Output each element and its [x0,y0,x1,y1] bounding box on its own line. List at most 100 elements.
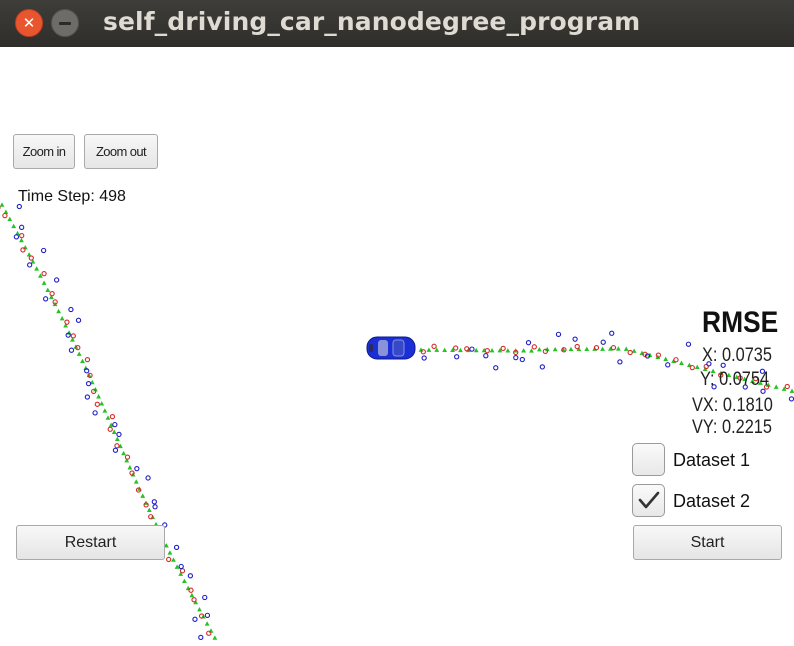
ground-truth-marker [76,351,82,356]
lidar-marker [143,502,149,508]
radar-marker [204,612,211,619]
ground-truth-marker [3,209,9,214]
ground-truth-marker [418,347,424,352]
close-button[interactable]: ✕ [15,9,43,37]
ground-truth-marker [26,252,32,257]
ground-truth-marker [458,347,463,353]
ground-truth-marker [0,202,5,207]
ground-truth-markers [0,202,794,640]
ground-truth-marker [80,358,85,363]
radar-marker [13,234,20,240]
lidar-marker [753,375,759,382]
ground-truth-marker [59,315,65,321]
radar-marker [84,368,90,374]
rmse-y: Y: 0.0754 [700,369,770,390]
radar-marker [84,394,91,400]
ground-truth-marker [127,465,133,470]
ground-truth-marker [99,401,105,406]
ground-truth-marker [426,347,432,352]
lidar-marker [94,401,100,407]
ground-truth-marker [521,348,527,353]
radar-marker [68,306,74,313]
radar-marker [539,364,546,370]
radar-marker [609,330,615,336]
ground-truth-marker [182,578,187,584]
minimize-button[interactable] [51,9,79,37]
radar-marker [112,447,119,453]
ground-truth-marker [647,352,653,357]
ground-truth-marker [212,635,218,640]
lidar-marker [627,349,633,356]
dataset-2-checkbox[interactable] [632,484,665,517]
ground-truth-marker [726,372,732,377]
radar-marker [742,384,748,390]
lidar-marker [500,345,506,352]
lidar-marker [784,383,790,390]
lidar-marker [703,363,709,370]
ground-truth-marker [102,408,108,413]
ground-truth-marker [178,571,184,576]
rmse-x: X: 0.0735 [702,345,772,366]
zoom-out-button[interactable]: Zoom out [84,134,158,169]
ground-truth-marker [114,436,120,442]
radar-marker [178,563,184,570]
ground-truth-marker [30,259,36,264]
lidar-marker [28,255,34,261]
ground-truth-marker [679,360,684,366]
lidar-marker [431,343,437,349]
lidar-marker [464,346,470,352]
ground-truth-marker [38,273,43,278]
radar-marker [685,341,692,347]
radar-marker [152,504,158,510]
radar-marker [53,277,60,283]
window-title: self_driving_car_nanodegree_program [103,7,641,36]
lidar-marker [513,349,519,356]
ground-truth-marker [663,356,669,362]
ground-truth-marker [552,346,558,352]
lidar-marker [542,348,549,354]
lidar-marker [19,233,25,239]
ground-truth-marker [171,557,176,562]
ground-truth-marker [434,347,440,352]
ground-truth-marker [615,346,621,351]
ground-truth-marker [608,346,613,351]
ground-truth-marker [529,348,534,353]
car-icon [366,336,416,360]
ground-truth-marker [189,592,195,598]
lidar-marker [610,345,617,351]
radar-marker [572,336,578,342]
ground-truth-marker [93,386,98,392]
radar-marker [617,359,623,365]
dataset-1-label: Dataset 1 [673,450,751,470]
close-icon: ✕ [22,13,36,32]
ground-truth-marker [710,368,716,374]
ground-truth-marker [111,429,117,434]
dataset-1-checkbox[interactable] [632,443,665,476]
radar-marker [711,384,717,390]
radar-marker [198,634,204,641]
lidar-marker [673,357,679,363]
radar-marker [759,368,766,374]
ground-truth-marker [600,346,605,351]
lidar-marker [91,388,97,395]
lidar-marker [166,556,172,563]
ground-truth-marker [442,347,448,352]
ground-truth-marker [124,457,130,463]
simulation-canvas[interactable] [0,47,794,646]
lidar-marker [179,568,186,574]
ground-truth-marker [163,543,169,548]
radar-marker [16,203,22,210]
ground-truth-marker [193,599,199,605]
ground-truth-marker [174,564,180,569]
ground-truth-marker [765,382,771,387]
zoom-in-button[interactable]: Zoom in [13,134,75,169]
radar-marker [151,499,157,505]
ground-truth-marker [108,422,114,427]
rmse-vx: VX: 0.1810 [692,395,773,416]
start-button[interactable]: Start [633,525,782,560]
restart-button[interactable]: Restart [16,525,165,560]
ground-truth-marker [537,346,542,352]
ground-truth-marker [167,550,173,555]
lidar-marker [574,343,580,350]
ground-truth-marker [773,384,779,389]
